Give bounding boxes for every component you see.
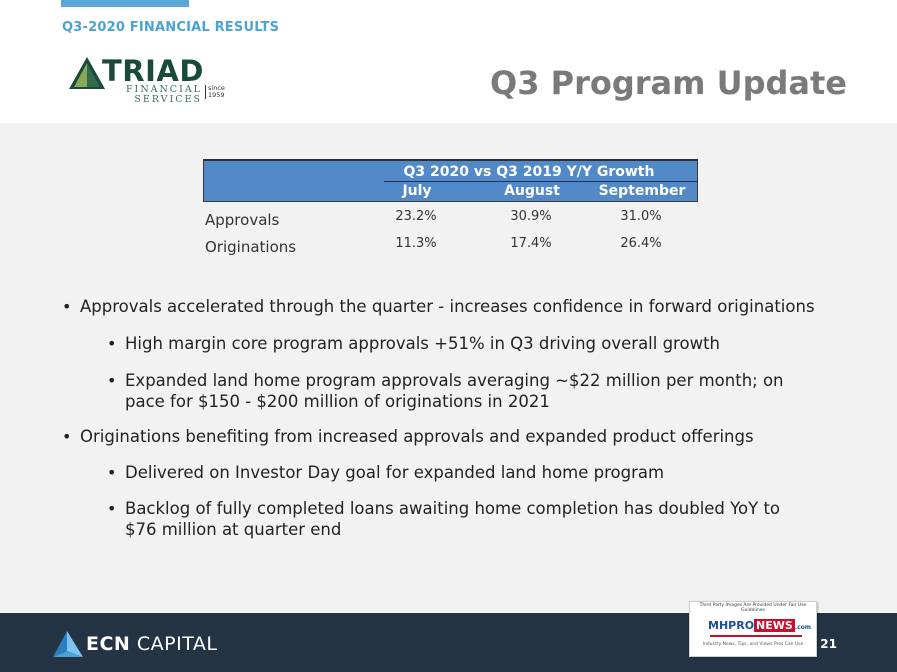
bullet-land-home-line2: pace for $150 - $200 million of originat… bbox=[125, 392, 550, 411]
content-area: Q3 2020 vs Q3 2019 Y/Y Growth July Augus… bbox=[0, 123, 897, 613]
watermark-mh: MH bbox=[708, 619, 729, 632]
ecn-brand-light: CAPITAL bbox=[136, 633, 218, 655]
bullet-backlog-line2: $76 million at quarter end bbox=[125, 520, 342, 539]
bullet-investor-day: Delivered on Investor Day goal for expan… bbox=[107, 462, 664, 483]
cell-approvals-august: 30.9% bbox=[510, 209, 552, 224]
watermark-pro: PRO bbox=[728, 619, 755, 632]
page-number: 21 bbox=[820, 637, 837, 651]
cell-originations-july: 11.3% bbox=[395, 236, 437, 251]
watermark-top-text: Third Party Images Are Provided Under Fa… bbox=[699, 603, 807, 613]
cell-approvals-july: 23.2% bbox=[395, 209, 437, 224]
column-header-august: August bbox=[504, 183, 560, 199]
row-label-originations: Originations bbox=[205, 238, 297, 256]
bullet-land-home-line1: Expanded land home program approvals ave… bbox=[125, 371, 784, 390]
page-title: Q3 Program Update bbox=[490, 64, 847, 102]
cell-approvals-september: 31.0% bbox=[620, 209, 662, 224]
bullet-approvals-accelerated: Approvals accelerated through the quarte… bbox=[62, 296, 815, 317]
logo-wordmark: TRIAD bbox=[102, 54, 204, 88]
logo-sub-line2: SERVICES bbox=[134, 94, 202, 105]
table-header-rule bbox=[384, 181, 697, 182]
logo-sub-line1: FINANCIAL bbox=[125, 84, 202, 95]
ecn-mountain-logo-icon bbox=[53, 631, 83, 657]
bullet-backlog: Backlog of fully completed loans awaitin… bbox=[107, 498, 781, 540]
logo-since-year: 1959 bbox=[208, 91, 225, 99]
watermark-bottom-text: Industry News, Tips, and Views Pros Can … bbox=[702, 642, 804, 647]
bullet-originations-benefiting: Originations benefiting from increased a… bbox=[62, 426, 754, 447]
watermark-logo: MHPRO NEWS .com bbox=[708, 618, 811, 634]
column-header-july: July bbox=[402, 183, 432, 199]
bullet-land-home-approvals: Expanded land home program approvals ave… bbox=[107, 370, 784, 412]
row-label-approvals: Approvals bbox=[205, 211, 280, 229]
logo-subtitle: FINANCIAL SERVICES bbox=[102, 85, 202, 105]
table-title: Q3 2020 vs Q3 2019 Y/Y Growth bbox=[403, 164, 655, 180]
section-label: Q3-2020 FINANCIAL RESULTS bbox=[62, 20, 280, 35]
logo-since-word: since bbox=[208, 84, 225, 92]
watermark-news: NEWS bbox=[754, 619, 795, 632]
watermark-com: .com bbox=[794, 624, 812, 631]
logo-since: since 1959 bbox=[205, 85, 225, 99]
table-header: Q3 2020 vs Q3 2019 Y/Y Growth July Augus… bbox=[203, 159, 698, 202]
cell-originations-august: 17.4% bbox=[510, 236, 552, 251]
ecn-brand-bold: ECN bbox=[86, 633, 131, 655]
column-header-september: September bbox=[598, 183, 686, 199]
mhpronews-watermark: Third Party Images Are Provided Under Fa… bbox=[689, 601, 817, 657]
cell-originations-september: 26.4% bbox=[620, 236, 662, 251]
top-accent-bar bbox=[61, 0, 189, 7]
triad-triangle-logo-icon bbox=[69, 57, 105, 89]
bullet-core-program: High margin core program approvals +51% … bbox=[107, 333, 720, 354]
bullet-backlog-line1: Backlog of fully completed loans awaitin… bbox=[125, 499, 781, 518]
ecn-capital-wordmark: ECN CAPITAL bbox=[86, 633, 217, 655]
triad-logo: TRIAD FINANCIAL SERVICES since 1959 bbox=[69, 54, 225, 107]
watermark-rule bbox=[710, 635, 802, 637]
